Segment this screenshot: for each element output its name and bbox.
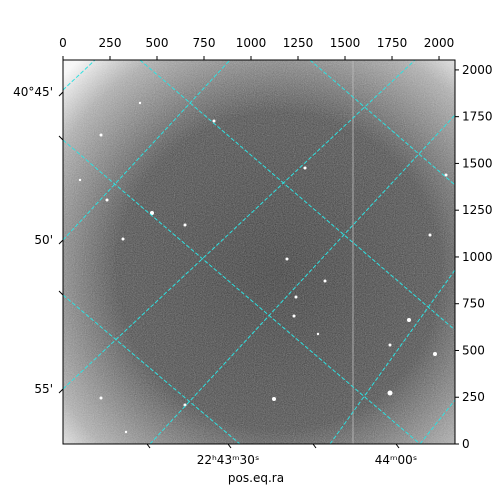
ra-tick [227,443,232,449]
dec-tick-label: 55' [34,382,53,396]
y-tick-label: 750 [462,297,485,311]
y-tick-label: 1250 [462,203,493,217]
world-grid-line [63,60,231,241]
y-tick-label: 1500 [462,156,493,170]
image [63,60,455,444]
dec-tick-label: 50' [34,233,53,247]
ra-tick-label: 22ʰ43ᵐ30ˢ [197,453,260,467]
x-tick-label: 1750 [377,36,408,50]
x-axis-label: pos.eq.ra [228,471,284,485]
world-grid [63,60,455,444]
y-tick-label: 2000 [462,63,493,77]
x-tick-label: 250 [99,36,122,50]
frame [62,59,456,445]
x-tick-label: 750 [193,36,216,50]
world-grid-line [63,60,96,91]
dec-tick [58,388,64,394]
y-tick-label: 250 [462,390,485,404]
dec-tick [58,290,64,296]
world-grid-line [309,60,455,186]
world-grid-line [63,139,421,444]
y-tick-label: 1750 [462,110,493,124]
world-grid-line [63,60,416,390]
ra-tick [146,443,151,449]
x-tick-label: 500 [146,36,169,50]
ra-tick [312,443,317,449]
x-tick-label: 1500 [330,36,361,50]
ra-tick-label: 44ᵐ00ˢ [375,453,418,467]
world-grid-line [139,60,455,331]
ra-tick [395,443,400,449]
x-tick-label: 2000 [424,36,455,50]
world-grid-line [149,114,455,444]
y-tick-label: 0 [462,437,470,451]
y-tick-label: 1000 [462,250,493,264]
dec-tick-label: 40°45' [13,85,53,99]
world-grid-line [63,294,241,444]
dec-tick [58,135,64,141]
dec-tick [58,239,64,245]
x-tick-label: 1000 [236,36,267,50]
x-tick-label: 0 [59,36,67,50]
dec-tick [58,91,64,97]
x-tick-label: 1250 [283,36,314,50]
world-grid-line [419,399,455,444]
y-tick-label: 500 [462,343,485,357]
